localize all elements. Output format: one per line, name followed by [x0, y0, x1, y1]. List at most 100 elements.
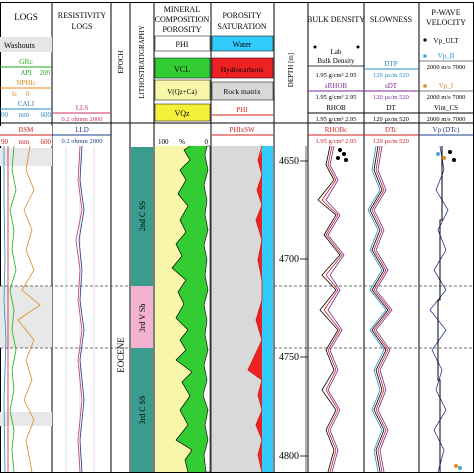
- vint-label: Vint_CS: [434, 104, 458, 112]
- vqz-swatch: [154, 103, 211, 122]
- phi-curve: [247, 145, 263, 473]
- is-label: ls: [12, 90, 17, 98]
- dt-curve: [369, 145, 389, 473]
- dtc-label: DTc: [385, 126, 397, 134]
- lab-label: Lab: [331, 48, 342, 56]
- lls-range: 0.2 ohmm 2000: [62, 116, 103, 123]
- mineral-header-3: POROSITY: [162, 25, 201, 34]
- phi-swatch: [154, 35, 211, 52]
- depth-tick-4700: 4700: [279, 254, 299, 265]
- grc-label: GRc: [19, 57, 33, 66]
- litho-header: LITHOSTRATIGRAPHY: [138, 25, 146, 99]
- washouts-label: Washouts: [4, 41, 35, 50]
- matrix-label: Rock matrix: [223, 87, 261, 96]
- bsm-min: 90: [1, 138, 9, 146]
- sl-range-3: 120 µs/m 520: [373, 116, 409, 123]
- bsm-label: BSM: [19, 126, 35, 134]
- dt-label: DT: [386, 104, 396, 112]
- logs-curves: [3, 145, 41, 473]
- phixsw-label: PHIxSW: [229, 126, 255, 134]
- water-swatch: [211, 35, 274, 52]
- bd-range-1: 1.95 g/cm³ 2.95: [316, 72, 357, 79]
- lld-curve: [78, 145, 85, 473]
- hydrocarbons-swatch: [211, 57, 274, 79]
- vp-range-1: 2000 m/s 7000: [427, 64, 466, 71]
- resistivity-curves: [65, 145, 95, 473]
- api-max: 200: [40, 69, 51, 77]
- vp-range-3: 2000 m/s 7000: [427, 116, 466, 123]
- vp-i-label: Vp_I: [439, 82, 454, 90]
- rhob-label: RHOB: [326, 104, 346, 112]
- epoch-label: EOCENE: [116, 337, 126, 373]
- sdt-curve: [373, 145, 393, 473]
- porosity-header-2: SATURATION: [217, 22, 267, 31]
- bsm-max: 600: [41, 138, 52, 146]
- sl-range-2: 120 µs/m 520: [373, 94, 409, 101]
- resistivity-header-2: LOGS: [72, 22, 93, 31]
- sdt-label: sDT: [385, 82, 398, 90]
- bd-range-3: 1.95 g/cm³ 2.95: [316, 116, 357, 123]
- pwave-header-1: P-WAVE: [431, 8, 460, 17]
- dtc-curve: [371, 145, 391, 473]
- cali-max: 600: [41, 111, 52, 119]
- is-value: 0: [26, 90, 30, 98]
- mineral-header-1: MINERAL: [164, 5, 201, 14]
- logs-header: LOGS: [14, 12, 38, 22]
- vcl-label: VCL: [174, 65, 190, 74]
- vqzca-swatch: [154, 79, 211, 101]
- vqzca-label: V(Qz+Ca): [167, 88, 197, 96]
- dtp-curve: [367, 145, 387, 473]
- vcl-curve: [171, 145, 193, 473]
- rhobc-curve: [321, 145, 343, 473]
- hydrocarbon-area: [248, 150, 262, 472]
- srhob-curve: [325, 145, 345, 473]
- porosity-header-1: POROSITY: [222, 11, 261, 20]
- resistivity-header-1: RESISTIVITY: [58, 11, 107, 20]
- lls-label: LLS: [76, 104, 89, 112]
- litho-unit-3: [131, 348, 153, 472]
- litho-unit-1: [131, 147, 153, 286]
- litho-unit-2: [131, 286, 153, 348]
- slowness-curves: [367, 145, 393, 473]
- api-label: API: [20, 69, 32, 77]
- depth-tick-4750: 4750: [279, 352, 299, 363]
- lls-curve: [75, 145, 83, 473]
- lab-bd-points: [336, 148, 348, 162]
- matrix-swatch: [211, 81, 274, 101]
- vcl-swatch: [154, 57, 211, 79]
- washout-bands: [0, 148, 52, 426]
- litho-label-3: 3rd C SS: [138, 396, 147, 425]
- vcl-area: [172, 146, 210, 472]
- cali-min: 00: [1, 111, 9, 119]
- nphic-curve: [17, 145, 41, 473]
- sl-range-1: 120 µs/m 520: [373, 72, 409, 79]
- srhob-label: sRHOB: [325, 82, 348, 90]
- vp-ii-label: Vp_II: [438, 52, 455, 60]
- vp-points: [436, 150, 462, 470]
- water-label: Water: [233, 40, 252, 49]
- hydrocarbons-label: Hydrocarbons: [221, 65, 264, 74]
- phi-area: [202, 145, 211, 473]
- vp-dtc-label: Vp (DTc): [433, 126, 461, 134]
- mineral-header-2: COMPOSITION: [155, 15, 210, 24]
- rhobc-label: RHOBc: [325, 126, 348, 134]
- washouts-swatch: [0, 37, 52, 52]
- bulk-density-header: BULK DENSITY: [307, 15, 365, 24]
- vp-range-2: 2000 m/s 7000: [427, 94, 466, 101]
- slowness-header: SLOWNESS: [370, 15, 412, 24]
- column-dividers: [51, 2, 420, 472]
- bsm-unit: mm: [19, 138, 30, 146]
- grc-curve: [9, 145, 17, 473]
- depth-axis: 4650 4700 4750 4800: [279, 146, 308, 472]
- bd-range-2: 1.95 g/cm³ 2.95: [316, 94, 357, 101]
- pct-start: 100: [158, 138, 169, 146]
- cali-curve: [3, 146, 7, 473]
- nphic-label: NPHIc: [16, 79, 35, 87]
- lab-bd-label: Bulk Density: [317, 57, 355, 65]
- sl-range-4: 120 µs/m 520: [373, 138, 409, 145]
- vqz-label: VQz: [174, 109, 190, 118]
- depth-header: DEPTH [m]: [287, 53, 295, 87]
- bulk-density-curves: [317, 145, 345, 473]
- pct-unit: %: [179, 138, 185, 146]
